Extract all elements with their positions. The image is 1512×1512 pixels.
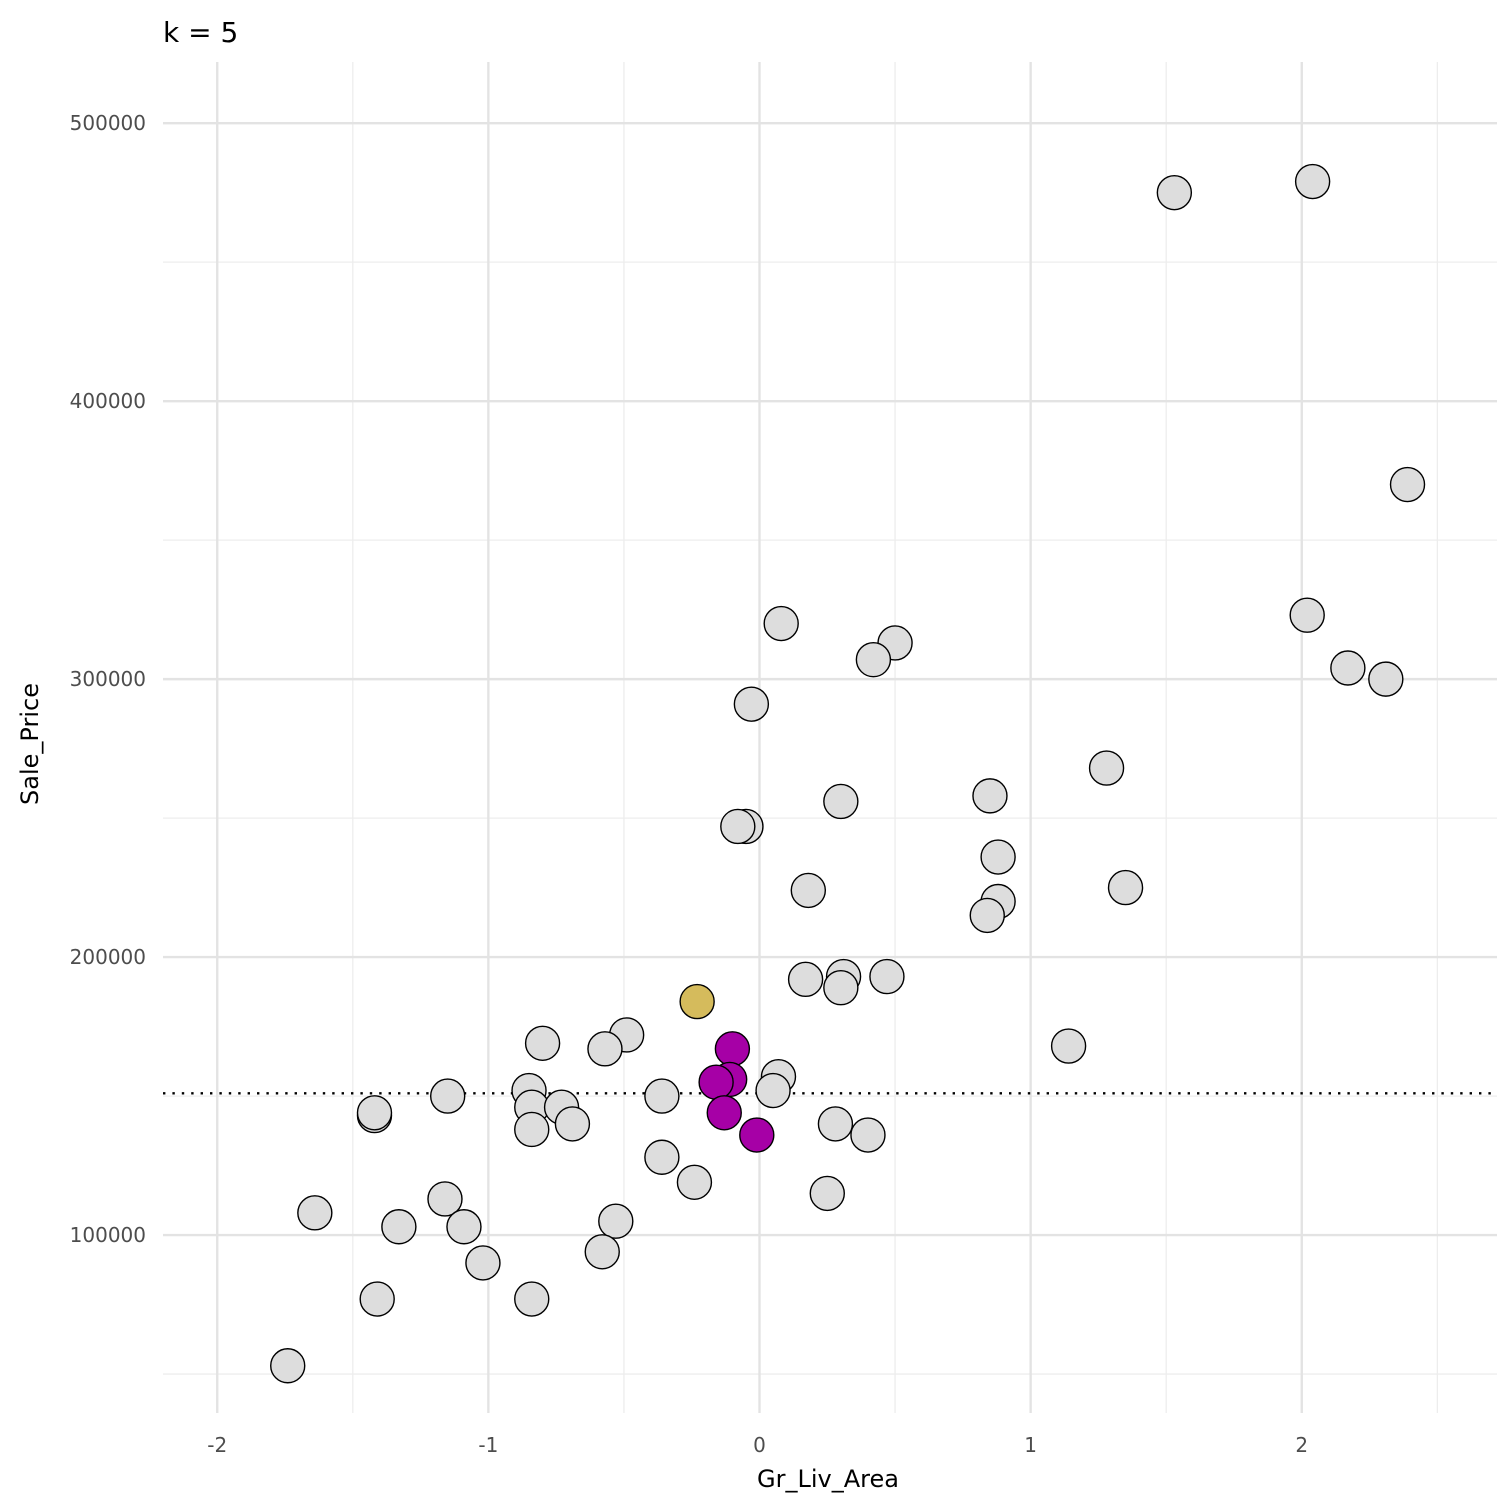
data-point [356, 1095, 393, 1131]
data-point [381, 1209, 417, 1245]
query-point [679, 983, 715, 1020]
x-axis-tick-labels: -2 -1 0 1 2 [207, 1433, 1308, 1457]
x-tick-label: 0 [753, 1433, 766, 1457]
data-point [823, 783, 859, 820]
y-axis-tick-labels: 100000 200000 300000 400000 500000 [70, 111, 146, 1247]
data-point [598, 1203, 634, 1239]
neighbor-point [706, 1095, 742, 1131]
data-point [790, 872, 827, 909]
neighbor-point [714, 1031, 751, 1067]
data-point [1156, 174, 1193, 211]
data-point [1289, 597, 1325, 633]
data-point [644, 1078, 680, 1114]
minor-gridlines [163, 62, 1497, 1413]
data-point [733, 686, 770, 722]
data-point [514, 1111, 550, 1148]
neighbor-point [739, 1117, 775, 1153]
data-point [676, 1164, 713, 1200]
x-tick-label: -2 [207, 1433, 227, 1457]
data-point [297, 1195, 333, 1231]
x-axis-title: Gr_Liv_Area [757, 1465, 899, 1493]
data-point [587, 1031, 623, 1067]
data-point [359, 1281, 395, 1317]
y-tick-label: 200000 [70, 945, 146, 969]
major-gridlines [163, 62, 1497, 1413]
data-point [823, 969, 859, 1006]
data-point [980, 839, 1016, 875]
data-point [1294, 163, 1331, 200]
data-point [427, 1181, 463, 1217]
data-point [720, 808, 756, 845]
y-axis-title: Sale_Price [16, 683, 44, 805]
data-point [1088, 750, 1125, 786]
data-point [644, 1139, 680, 1175]
chart-title: k = 5 [163, 16, 238, 49]
y-tick-label: 100000 [70, 1223, 146, 1247]
data-points [270, 163, 1426, 1384]
data-point [869, 958, 905, 995]
y-tick-label: 300000 [70, 667, 146, 691]
data-point [850, 1117, 886, 1153]
data-point [584, 1234, 620, 1270]
data-point [465, 1245, 501, 1281]
neighbor-point [698, 1064, 734, 1100]
y-tick-label: 500000 [70, 111, 146, 135]
data-point [514, 1281, 550, 1317]
data-point [763, 605, 799, 642]
data-point [1330, 650, 1366, 686]
data-point [787, 961, 824, 998]
data-point [1368, 661, 1404, 697]
data-point [1107, 869, 1144, 906]
data-point [524, 1025, 561, 1061]
data-point [270, 1348, 306, 1384]
data-point [855, 641, 892, 678]
data-point [755, 1072, 791, 1109]
data-point [429, 1078, 466, 1114]
data-point [446, 1209, 482, 1245]
y-tick-label: 400000 [70, 389, 146, 413]
data-point [809, 1175, 845, 1212]
data-point [969, 897, 1005, 934]
data-point [972, 778, 1008, 814]
x-tick-label: 1 [1024, 1433, 1037, 1457]
data-point [554, 1106, 591, 1142]
data-point [817, 1106, 854, 1142]
data-point [1389, 466, 1426, 503]
x-tick-label: -1 [478, 1433, 498, 1457]
x-tick-label: 2 [1295, 1433, 1308, 1457]
data-point [1050, 1028, 1087, 1064]
